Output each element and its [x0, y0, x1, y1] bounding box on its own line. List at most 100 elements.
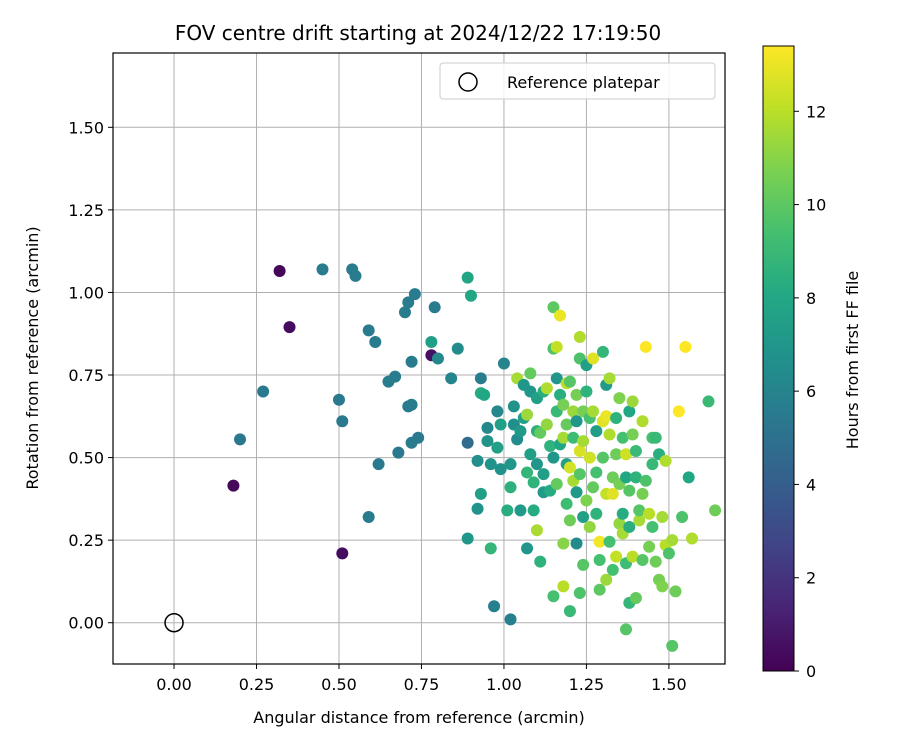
data-point [494, 418, 507, 431]
data-point [316, 263, 329, 276]
data-point [567, 431, 580, 444]
data-point [583, 520, 596, 533]
data-point [554, 309, 567, 322]
data-point [610, 411, 623, 424]
reference-platepar-marker [164, 612, 184, 633]
y-tick-label: 0.75 [68, 366, 104, 385]
data-point [445, 372, 458, 385]
data-point [573, 331, 586, 344]
data-point [629, 471, 642, 484]
data-point [547, 590, 560, 603]
data-point [227, 479, 240, 492]
data-point [702, 395, 715, 408]
data-point [474, 487, 487, 500]
data-point [623, 520, 636, 533]
data-point [554, 388, 567, 401]
y-tick-label: 1.25 [68, 201, 104, 220]
data-point [600, 573, 613, 586]
colorbar-tick-label: 2 [806, 569, 816, 588]
y-tick-label: 1.50 [68, 118, 104, 137]
data-point [613, 392, 626, 405]
data-point [606, 563, 619, 576]
y-tick-label: 0.00 [68, 614, 104, 633]
data-point [527, 504, 540, 517]
data-point [659, 454, 672, 467]
data-point [521, 542, 534, 555]
data-point [283, 321, 296, 334]
data-point [563, 605, 576, 618]
data-point [349, 269, 362, 282]
data-point [540, 382, 553, 395]
data-point [590, 466, 603, 479]
data-point [521, 466, 534, 479]
scatter-points [227, 263, 722, 652]
data-point [550, 478, 563, 491]
data-point [332, 393, 345, 406]
data-point [577, 435, 590, 448]
data-point [425, 335, 438, 348]
data-point [629, 591, 642, 604]
legend-entry-label: Reference platepar [507, 73, 660, 92]
data-point [570, 415, 583, 428]
colorbar-tick-label: 8 [806, 289, 816, 308]
data-point [656, 580, 669, 593]
data-point [362, 511, 375, 524]
x-tick-label: 1.00 [486, 675, 522, 694]
data-point [451, 342, 464, 355]
colorbar-label: Hours from first FF file [843, 271, 862, 450]
colorbar-tick-label: 6 [806, 382, 816, 401]
data-point [398, 306, 411, 319]
data-point [257, 385, 270, 398]
plot-frame [112, 52, 726, 665]
data-point [461, 532, 474, 545]
data-point [679, 340, 692, 353]
data-point [464, 289, 477, 302]
colorbar-gradient [762, 45, 795, 672]
y-axis-label: Rotation from reference (arcmin) [23, 226, 42, 489]
data-point [682, 471, 695, 484]
colorbar-ticks: 0 2 4 6 8 10 12 [794, 102, 826, 681]
x-tick-label: 1.25 [569, 675, 605, 694]
data-point [372, 458, 385, 471]
data-point [643, 507, 656, 520]
data-point [672, 405, 685, 418]
data-point [570, 388, 583, 401]
data-point [491, 441, 504, 454]
data-point [596, 345, 609, 358]
data-point [557, 537, 570, 550]
colorbar-tick-label: 10 [806, 196, 826, 215]
data-point [570, 486, 583, 499]
data-point [524, 448, 537, 461]
data-point [603, 535, 616, 548]
data-point [504, 613, 517, 626]
data-point [550, 372, 563, 385]
data-point [514, 425, 527, 438]
data-point [530, 524, 543, 537]
data-point [563, 514, 576, 527]
data-point [560, 418, 573, 431]
data-point [626, 550, 639, 563]
data-point [580, 385, 593, 398]
data-point [336, 547, 349, 560]
data-point [636, 553, 649, 566]
data-point [603, 372, 616, 385]
data-point [461, 271, 474, 284]
data-point [557, 431, 570, 444]
data-point [633, 504, 646, 517]
data-point [362, 324, 375, 337]
data-point [636, 487, 649, 500]
data-point [563, 461, 576, 474]
data-point [524, 367, 537, 380]
data-point [412, 431, 425, 444]
data-point [504, 481, 517, 494]
data-point [488, 600, 501, 613]
data-point [521, 408, 534, 421]
data-point [428, 301, 441, 314]
legend-box [439, 62, 716, 100]
data-point [471, 502, 484, 515]
data-point [587, 405, 600, 418]
grid [113, 53, 725, 664]
data-point [600, 410, 613, 423]
data-point [629, 444, 642, 457]
